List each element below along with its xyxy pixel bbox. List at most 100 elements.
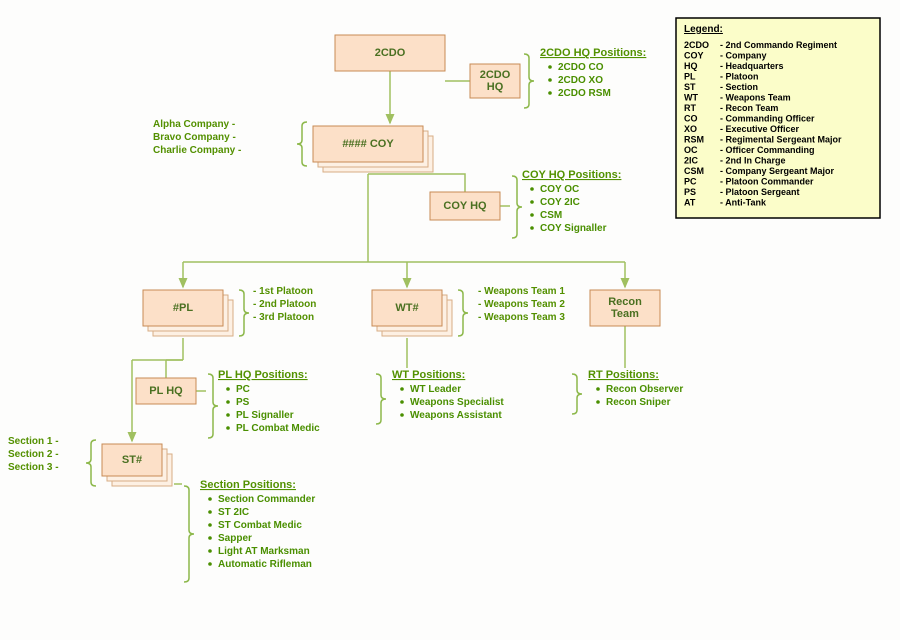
- legend-abbr: HQ: [684, 61, 698, 71]
- node-label: #PL: [173, 302, 193, 314]
- legend-abbr: 2IC: [684, 156, 699, 166]
- legend-def: - Platoon: [720, 72, 759, 82]
- info-item: Charlie Company -: [153, 145, 241, 156]
- info-st_names: Section 1 - Section 2 - Section 3 -: [8, 436, 59, 473]
- legend-def: - Executive Officer: [720, 124, 800, 134]
- legend-def: - Company: [720, 51, 767, 61]
- node-coy: #### COY: [313, 126, 433, 172]
- info-title: WT Positions:: [392, 369, 465, 381]
- legend-abbr: RT: [684, 103, 696, 113]
- info-section_pos: Section Positions: Section Commander ST 2I…: [200, 479, 315, 570]
- legend-abbr: ST: [684, 82, 696, 92]
- info-item: - Weapons Team 1: [478, 286, 565, 297]
- info-rt_pos: RT Positions:Recon ObserverRecon Sniper: [588, 369, 683, 408]
- info-pl_names: - 1st Platoon - 2nd Platoon - 3rd Platoon: [253, 286, 316, 323]
- info-item: - 2nd Platoon: [253, 299, 316, 310]
- info-pl_hq_pos: PL HQ Positions:PCPSPL SignallerPL Comba…: [218, 369, 320, 434]
- node-label: COY HQ: [443, 200, 487, 212]
- info-title: Section Positions:: [200, 479, 296, 491]
- info-item: Section 3 -: [8, 462, 59, 473]
- legend-abbr: XO: [684, 124, 697, 134]
- legend-abbr: OC: [684, 145, 698, 155]
- info-item: Section 2 -: [8, 449, 59, 460]
- legend-abbr: 2CDO: [684, 40, 709, 50]
- org-chart-diagram: 2CDO2CDOHQ#### COYCOY HQ#PLWT#ReconTeamP…: [0, 0, 900, 640]
- legend-def: - Headquarters: [720, 61, 784, 71]
- info-item: CSM: [540, 210, 562, 221]
- node-recon: ReconTeam: [590, 290, 660, 326]
- legend-def: - Company Sergeant Major: [720, 166, 835, 176]
- info-item: COY OC: [540, 184, 579, 195]
- info-item: COY 2IC: [540, 197, 580, 208]
- node-label: 2CDO: [375, 47, 406, 59]
- info-item: Light AT Marksman: [218, 546, 310, 557]
- node-label: WT#: [395, 302, 418, 314]
- legend-def: - Regimental Sergeant Major: [720, 135, 842, 145]
- info-item: WT Leader: [410, 384, 461, 395]
- legend-abbr: PL: [684, 72, 696, 82]
- node-label: #### COY: [342, 138, 394, 150]
- info-wt_names: - Weapons Team 1 - Weapons Team 2 - Weapon…: [478, 286, 565, 323]
- legend-abbr: AT: [684, 198, 696, 208]
- info-item: Weapons Specialist: [410, 397, 504, 408]
- node-2cdo: 2CDO: [335, 35, 445, 71]
- legend-abbr: PC: [684, 177, 697, 187]
- legend-def: - Commanding Officer: [720, 114, 815, 124]
- node-label: Recon: [608, 296, 642, 308]
- node-label: ST#: [122, 454, 142, 466]
- legend-abbr: PS: [684, 187, 696, 197]
- info-title: 2CDO HQ Positions:: [540, 47, 646, 59]
- legend-def: - Section: [720, 82, 758, 92]
- info-item: Recon Observer: [606, 384, 683, 395]
- info-item: 2CDO XO: [558, 75, 603, 86]
- legend-def: - Weapons Team: [720, 93, 791, 103]
- info-item: Section Commander: [218, 494, 315, 505]
- legend-def: - Platoon Commander: [720, 177, 814, 187]
- info-item: ST Combat Medic: [218, 520, 302, 531]
- info-item: Automatic Rifleman: [218, 559, 312, 570]
- info-item: COY Signaller: [540, 223, 607, 234]
- legend-def: - Officer Commanding: [720, 145, 815, 155]
- legend-def: - Anti-Tank: [720, 198, 767, 208]
- legend-abbr: COY: [684, 51, 704, 61]
- info-2cdo_hq_pos: 2CDO HQ Positions:2CDO CO2CDO XO2CDO RSM: [540, 47, 646, 99]
- info-item: - 1st Platoon: [253, 286, 313, 297]
- info-item: Recon Sniper: [606, 397, 671, 408]
- node-label: Team: [611, 308, 639, 320]
- legend-def: - Recon Team: [720, 103, 778, 113]
- info-title: COY HQ Positions:: [522, 169, 621, 181]
- info-item: PC: [236, 384, 250, 395]
- info-item: PS: [236, 397, 250, 408]
- info-item: PL Signaller: [236, 410, 294, 421]
- node-pl_hq: PL HQ: [136, 378, 196, 404]
- node-label: PL HQ: [149, 385, 183, 397]
- info-item: - Weapons Team 2: [478, 299, 565, 310]
- info-coy_hq_pos: COY HQ Positions: COY OC COY 2IC CSM COY Sig…: [522, 169, 621, 234]
- legend-abbr: CSM: [684, 166, 704, 176]
- info-item: Section 1 -: [8, 436, 59, 447]
- legend-abbr: RSM: [684, 135, 704, 145]
- legend-def: - 2nd Commando Regiment: [720, 40, 837, 50]
- info-item: PL Combat Medic: [236, 423, 320, 434]
- legend-abbr: CO: [684, 114, 698, 124]
- legend-def: - 2nd In Charge: [720, 156, 786, 166]
- node-label: 2CDO: [480, 69, 511, 81]
- node-st: ST#: [102, 444, 172, 486]
- info-wt_pos: WT Positions: WT Leader Weapons Specialist…: [392, 369, 504, 421]
- info-item: Weapons Assistant: [410, 410, 502, 421]
- info-coy_names: Alpha Company - Bravo Company - Charlie Co…: [153, 119, 241, 156]
- legend-abbr: WT: [684, 93, 698, 103]
- info-item: Bravo Company -: [153, 132, 236, 143]
- node-label: HQ: [487, 81, 504, 93]
- legend-title: Legend:: [684, 24, 723, 35]
- node-coy_hq: COY HQ: [430, 192, 500, 220]
- info-item: 2CDO CO: [558, 62, 604, 73]
- legend-def: - Platoon Sergeant: [720, 187, 800, 197]
- info-item: Sapper: [218, 533, 252, 544]
- node-pl: #PL: [143, 290, 233, 336]
- info-item: - Weapons Team 3: [478, 312, 565, 323]
- info-item: ST 2IC: [218, 507, 249, 518]
- info-item: Alpha Company -: [153, 119, 235, 130]
- info-item: - 3rd Platoon: [253, 312, 314, 323]
- node-2cdo_hq: 2CDOHQ: [470, 64, 520, 98]
